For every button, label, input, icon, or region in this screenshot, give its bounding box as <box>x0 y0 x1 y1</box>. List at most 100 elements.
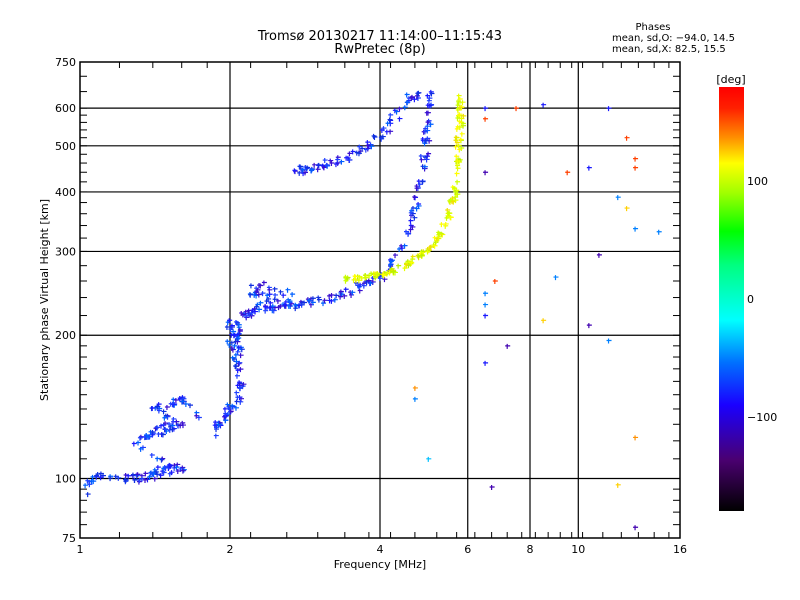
o-mode-point <box>168 463 174 469</box>
o-mode-point <box>397 106 403 112</box>
o-mode-point <box>175 469 181 474</box>
o-mode-point <box>137 435 143 441</box>
o-mode-point <box>425 120 431 126</box>
y-tick-label: 200 <box>55 329 76 342</box>
o-mode-point <box>335 157 341 163</box>
o-mode-point <box>156 408 162 414</box>
o-mode-point <box>223 418 229 424</box>
o-mode-point <box>275 298 281 304</box>
o-mode-point <box>296 303 302 309</box>
x-mode-point <box>453 195 459 201</box>
o-mode-point <box>140 476 146 482</box>
o-mode-point <box>230 355 236 361</box>
o-mode-point <box>363 147 369 153</box>
o-mode-point <box>422 155 428 161</box>
o-mode-point <box>150 430 156 436</box>
o-mode-point <box>397 246 403 252</box>
o-mode-point <box>235 383 241 389</box>
o-mode-point <box>428 122 434 128</box>
o-mode-point <box>256 283 262 289</box>
o-mode-point <box>224 324 230 330</box>
x-mode-point <box>363 275 369 281</box>
o-mode-point <box>177 396 183 402</box>
o-mode-point <box>159 423 165 429</box>
x-mode-point <box>448 215 454 221</box>
o-mode-point <box>170 427 176 433</box>
x-tick-label: 8 <box>527 543 534 556</box>
o-mode-point <box>365 143 371 149</box>
x-tick-label: 6 <box>464 543 471 556</box>
o-mode-point <box>412 97 418 103</box>
o-mode-point <box>267 287 273 293</box>
o-mode-point <box>229 323 235 329</box>
o-mode-point <box>178 423 184 429</box>
axis-ticks <box>79 61 680 539</box>
o-mode-point <box>235 395 241 401</box>
scattered-point <box>483 291 489 297</box>
x-mode-point <box>452 186 458 192</box>
legend-title: Phases <box>635 22 670 33</box>
o-mode-point <box>339 159 345 165</box>
o-mode-point <box>260 291 266 297</box>
x-mode-point <box>457 105 463 111</box>
scattered-point <box>489 484 495 490</box>
o-mode-point <box>426 151 432 157</box>
o-mode-point <box>333 162 339 168</box>
o-mode-point <box>232 332 238 338</box>
o-mode-point <box>147 474 153 480</box>
x-mode-point <box>396 263 402 269</box>
scattered-point <box>505 343 511 349</box>
scattered-point <box>633 525 639 531</box>
x-mode-point <box>455 166 461 172</box>
o-mode-point <box>310 296 316 302</box>
x-mode-point <box>369 271 375 277</box>
o-mode-point <box>254 289 260 295</box>
o-mode-point <box>236 345 242 351</box>
x-tick-labels: 1 2 4 6 8 10 16 <box>77 543 688 556</box>
o-mode-point <box>287 299 293 305</box>
o-mode-point <box>357 288 363 294</box>
x-mode-point <box>446 210 452 216</box>
o-mode-point <box>235 368 241 374</box>
x-mode-point <box>435 236 441 242</box>
x-mode-point <box>351 277 357 283</box>
o-mode-point <box>429 91 435 97</box>
o-mode-point <box>381 126 387 132</box>
o-mode-point <box>302 300 308 306</box>
o-mode-point <box>238 399 244 405</box>
o-mode-point <box>256 292 262 298</box>
o-mode-point <box>298 164 304 170</box>
o-mode-point <box>108 476 114 482</box>
o-mode-point <box>140 445 146 451</box>
o-mode-point <box>302 170 308 176</box>
o-mode-point <box>408 223 414 229</box>
o-mode-point <box>91 479 97 485</box>
scattered-point <box>541 318 547 324</box>
o-mode-point <box>382 277 388 283</box>
o-mode-point <box>334 293 340 299</box>
o-mode-point <box>155 425 161 431</box>
o-mode-point <box>267 305 273 311</box>
plot-frame <box>79 61 681 539</box>
x-mode-point <box>455 116 461 122</box>
o-mode-point <box>137 478 143 484</box>
x-mode-point <box>381 272 387 278</box>
x-mode-point <box>443 221 449 227</box>
scattered-point <box>615 195 621 201</box>
o-mode-point <box>223 411 229 417</box>
o-mode-point <box>183 401 189 407</box>
o-mode-point <box>338 289 344 295</box>
scattered-point <box>624 206 630 212</box>
o-mode-point <box>369 144 375 150</box>
x-tick-label: 10 <box>571 543 585 556</box>
legend-line-x: mean, sd,X: 82.5, 15.5 <box>612 44 726 55</box>
o-mode-point <box>292 168 298 174</box>
o-mode-point <box>83 483 89 489</box>
y-tick-label: 400 <box>55 186 76 199</box>
colorbar-tick-label: 0 <box>747 293 754 306</box>
o-mode-point <box>85 478 91 484</box>
o-mode-point <box>233 352 239 358</box>
o-mode-point <box>338 294 344 300</box>
scattered-point <box>483 360 489 366</box>
x-mode-point <box>353 274 359 280</box>
